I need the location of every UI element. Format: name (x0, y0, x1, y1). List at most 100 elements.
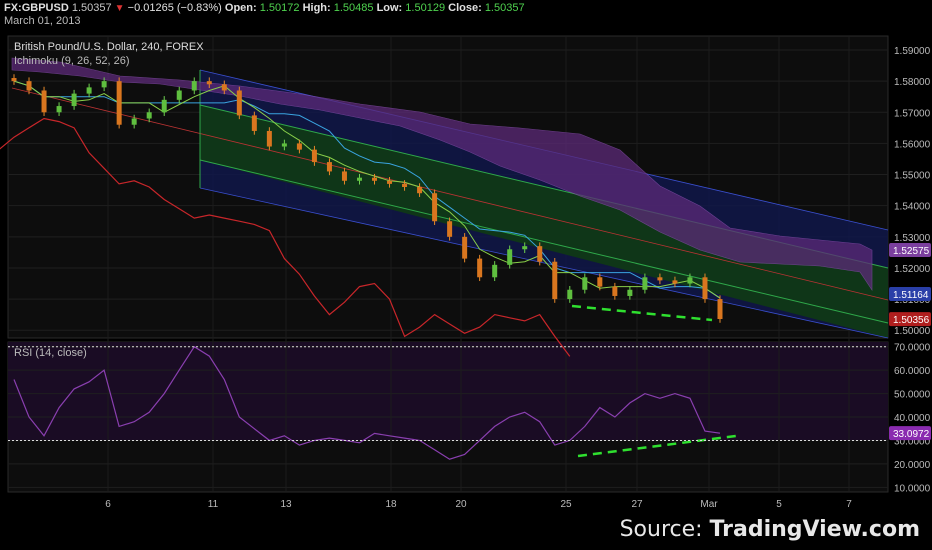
candle-body (537, 246, 543, 262)
candle-body (341, 171, 347, 181)
price-tick-label: 1.50000 (894, 326, 931, 337)
candle-body (101, 81, 107, 88)
date-tick-label: 11 (208, 499, 219, 510)
date-tick-label: 7 (846, 499, 852, 510)
rsi-line (13, 345, 721, 460)
price-tick-label: 1.59000 (894, 46, 931, 57)
price-tick-label: 1.58000 (894, 77, 931, 88)
chikou-line (0, 117, 571, 357)
candle-body (236, 90, 242, 116)
price-tag (889, 312, 931, 327)
price-tick-label: 1.52000 (894, 264, 931, 275)
candle-body (417, 187, 423, 194)
close-label: Close: (448, 2, 482, 14)
date-label: March 01, 2013 (4, 15, 81, 27)
rsi-tick-label: 30.0000 (894, 436, 931, 447)
candle-body (146, 112, 152, 119)
symbol-header: FX:GBPUSD 1.50357 ▼ −0.01265 (−0.83%) Op… (4, 2, 525, 15)
candle-body (567, 289, 573, 300)
candle-body (582, 277, 588, 290)
open-value: 1.50172 (259, 2, 300, 14)
candle-body (687, 277, 693, 284)
candle-body (281, 143, 287, 147)
candle-body (296, 143, 302, 150)
date-tick-label: 6 (105, 499, 111, 510)
tenkan-line (13, 80, 721, 299)
candle-body (552, 261, 558, 300)
candle-body (507, 249, 513, 265)
candle-body (206, 81, 212, 85)
candle-body (251, 115, 257, 131)
rsi-divergence-line (577, 434, 737, 458)
candle-body (447, 221, 453, 237)
candle-body (176, 90, 182, 100)
date-tick-label: 27 (631, 499, 643, 510)
rsi-tick-label: 70.0000 (894, 343, 931, 354)
candle-body (642, 277, 648, 290)
candle-body (492, 264, 498, 278)
close-value: 1.50357 (484, 2, 525, 14)
price-tick-label: 1.54000 (894, 202, 931, 213)
candle-body (627, 289, 633, 296)
green-channel (200, 105, 888, 338)
date-tick-label: 18 (385, 499, 397, 510)
candle-body (657, 277, 663, 281)
candle-body (191, 81, 197, 91)
date-tick-label: Mar (700, 499, 718, 510)
price-tick-label: 1.57000 (894, 108, 931, 119)
candle-body (41, 90, 47, 113)
price-tick-label: 1.53000 (894, 233, 931, 244)
rsi-tick-label: 10.0000 (894, 483, 931, 494)
candle-body (597, 277, 603, 287)
last-price: 1.50357 (71, 2, 112, 14)
source-credit: Source: TradingView.com (620, 517, 920, 542)
source-prefix: Source: (619, 517, 710, 542)
high-value: 1.50485 (333, 2, 374, 14)
price-tag (889, 243, 931, 258)
candle-body (402, 183, 408, 187)
price-tag-label: 1.51164 (893, 290, 929, 301)
pane-title: British Pound/U.S. Dollar, 240, FOREX (14, 41, 204, 53)
channel-lower-line (199, 159, 889, 324)
rsi-tick-label: 40.0000 (894, 413, 931, 424)
candle-body (717, 299, 723, 320)
candle-body (462, 236, 468, 259)
candle-body (116, 81, 122, 125)
candle-body (522, 246, 528, 250)
rsi-tick-label: 20.0000 (894, 460, 931, 471)
price-tag (889, 286, 931, 301)
rsi-band (8, 342, 888, 440)
candle-body (86, 87, 92, 94)
channel-mid-line (11, 87, 889, 301)
candle-body (702, 277, 708, 300)
candle-body (266, 130, 272, 147)
low-value: 1.50129 (405, 2, 446, 14)
ichimoku-cloud (11, 57, 873, 291)
price-tag-label: 1.52575 (893, 246, 930, 257)
open-label: Open: (224, 2, 257, 14)
candle-body (11, 78, 17, 82)
candle-body (612, 286, 618, 296)
blue-lower-line (199, 187, 889, 339)
price-tag-label: 1.50356 (893, 315, 930, 326)
date-tick-label: 5 (776, 499, 782, 510)
candle-body (432, 193, 438, 222)
candle-body (26, 81, 32, 91)
candle-body (221, 84, 227, 91)
rsi-tick-label: 60.0000 (894, 366, 931, 377)
down-arrow-icon: ▼ (114, 3, 125, 14)
rsi-tag-label: 33.0972 (893, 429, 930, 440)
price-tick-label: 1.55000 (894, 171, 931, 182)
price-tick-label: 1.56000 (894, 139, 931, 150)
rsi-tag (889, 426, 931, 441)
date-tick-label: 13 (280, 499, 292, 510)
high-label: High: (302, 2, 331, 14)
candle-body (477, 258, 483, 278)
indicator-title: Ichimoku (9, 26, 52, 26) (14, 55, 130, 67)
rsi-title: RSI (14, close) (14, 347, 87, 359)
symbol-name: FX:GBPUSD (4, 2, 69, 14)
candle-body (326, 162, 332, 172)
candle-body (311, 149, 317, 163)
candle-body (356, 177, 362, 181)
